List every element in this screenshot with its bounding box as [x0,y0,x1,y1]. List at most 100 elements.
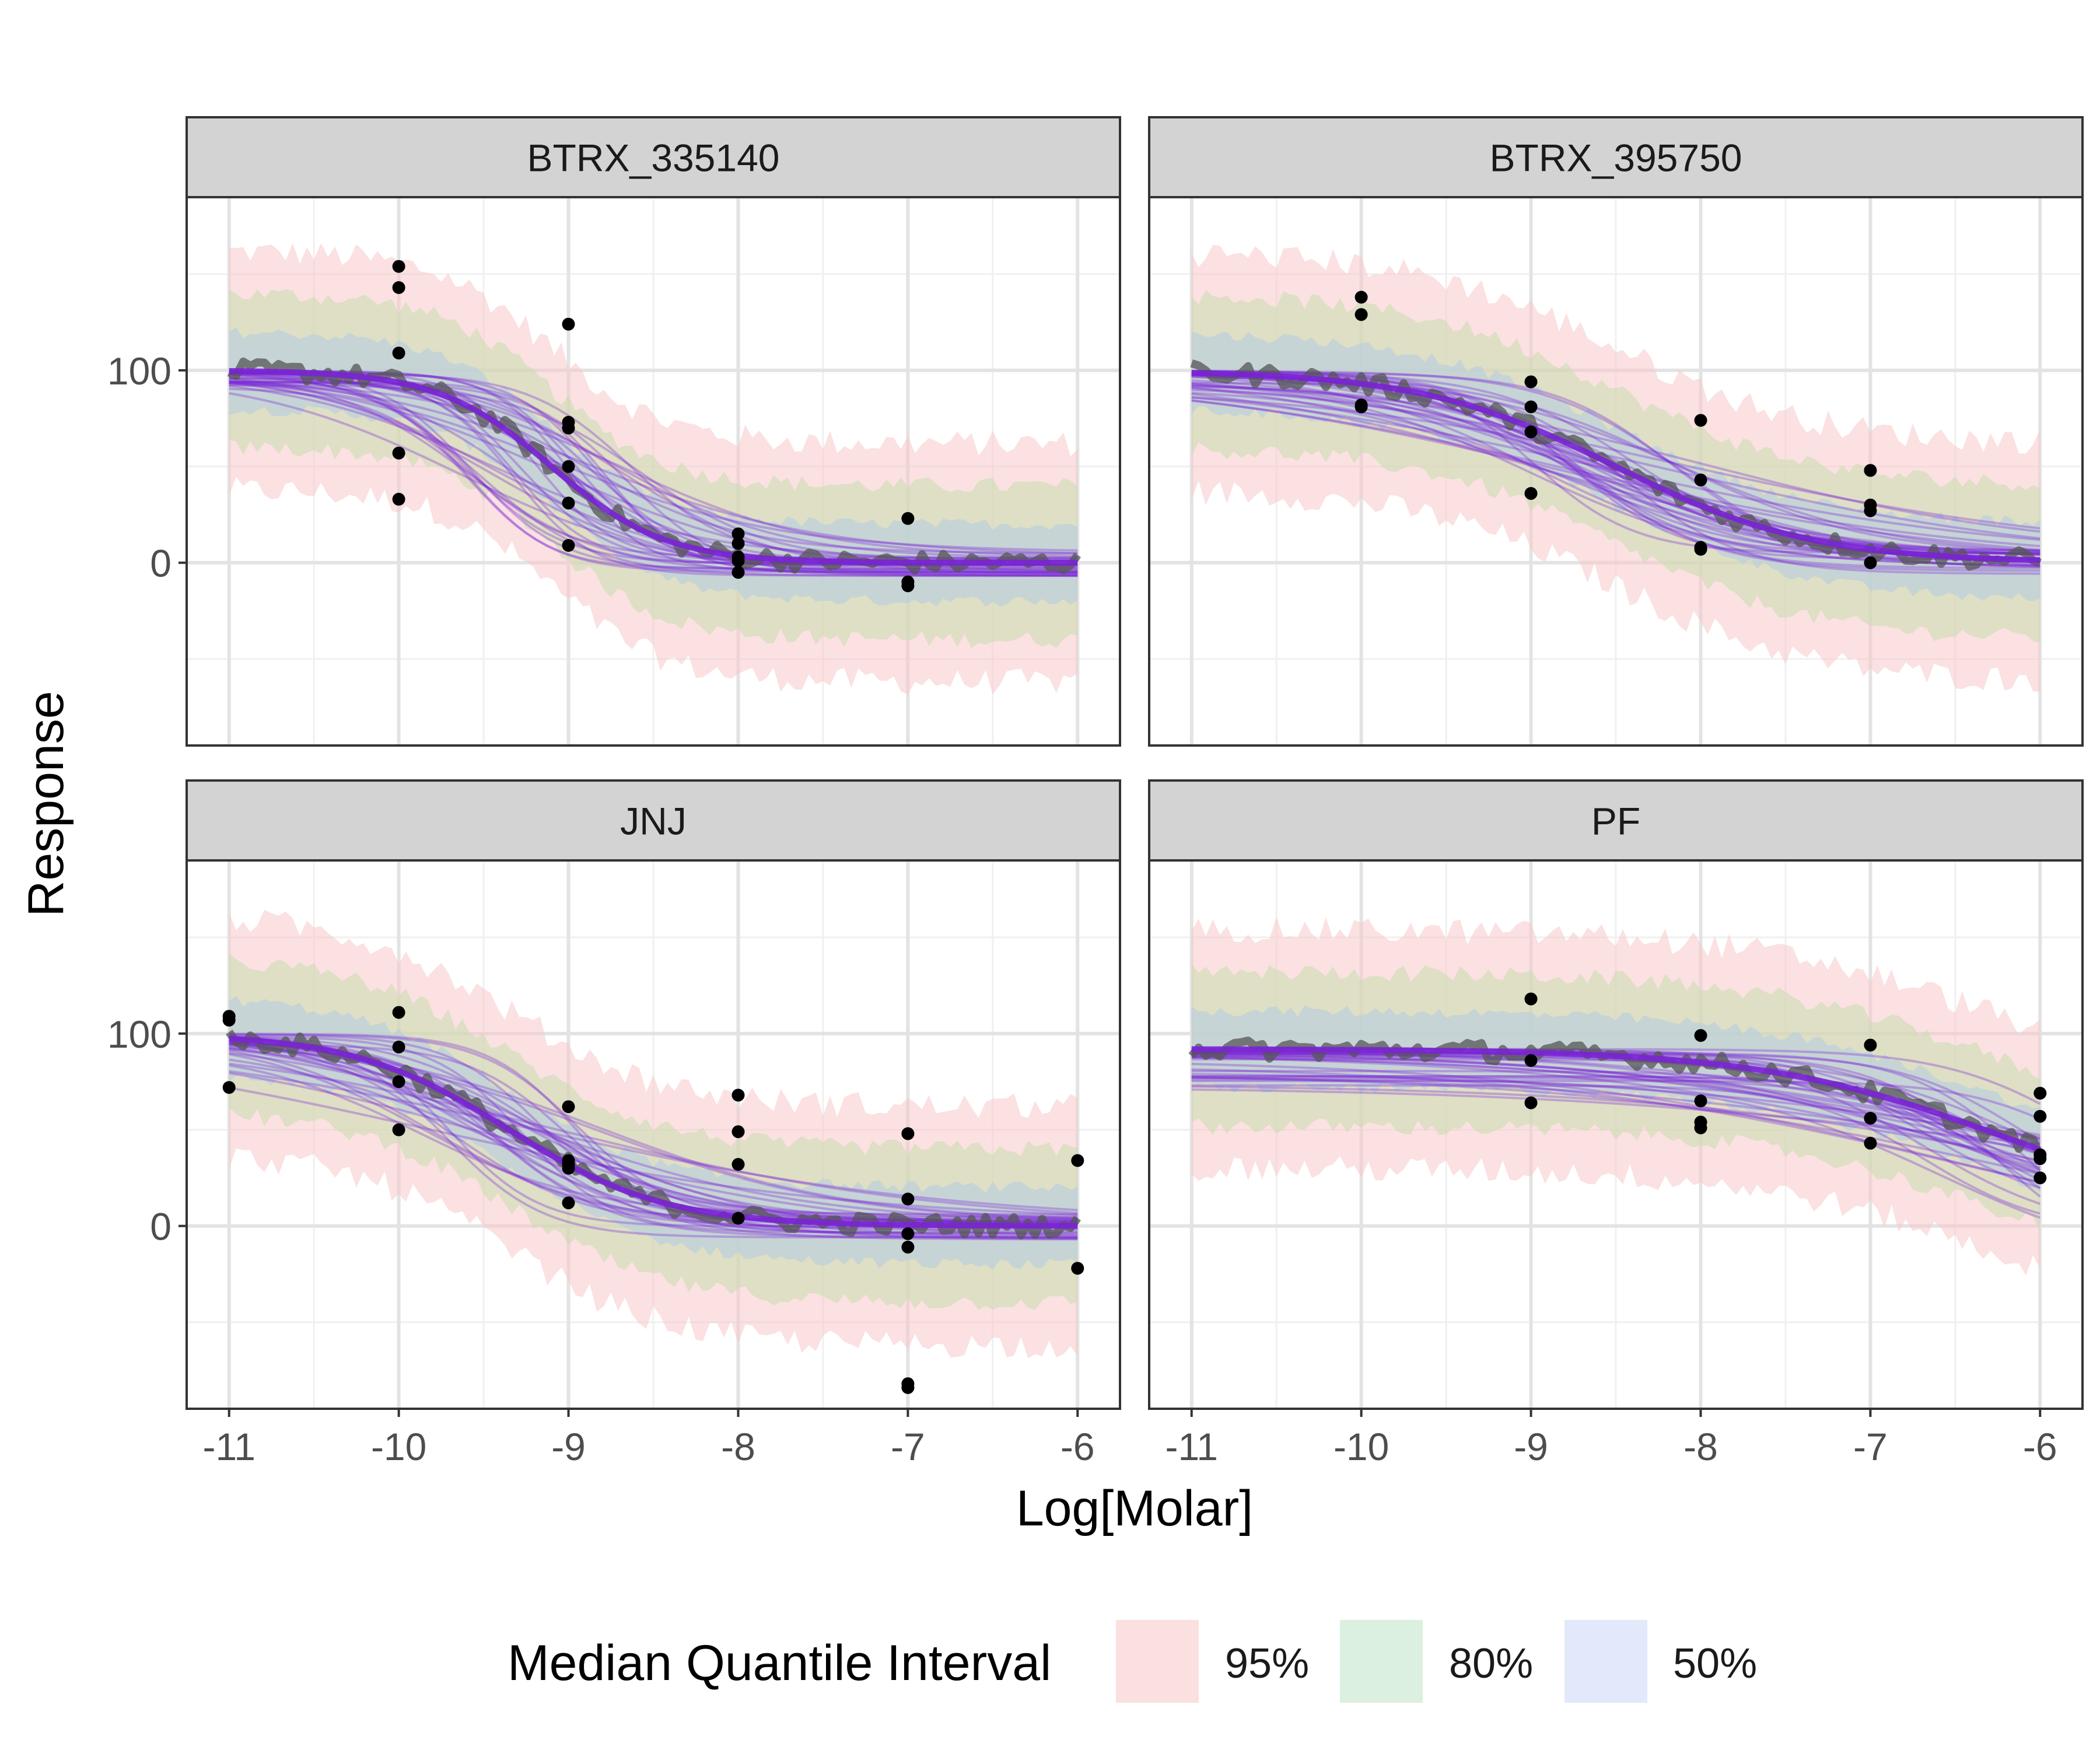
data-point [562,317,575,331]
facet-strip-label: BTRX_395750 [1490,136,1742,180]
data-point [732,1212,745,1225]
posterior-draw-line [229,392,1078,577]
y-tick-label: 0 [150,1205,172,1248]
x-tick-label: -10 [1334,1425,1389,1468]
x-tick-label: -10 [371,1425,426,1468]
posterior-draw-line [229,1086,1078,1216]
posterior-draw-line [229,1062,1078,1214]
data-point [392,1006,405,1019]
data-point [1354,308,1368,321]
data-point [392,1075,405,1088]
posterior-draw-line [1191,1056,2041,1155]
posterior-draw-line [229,380,1078,552]
data-point [392,281,405,294]
facet-panels: BTRX_335140 0 100 BTRX_395750 JNJ 0 100 -11 -10 -… [107,116,2084,1468]
facet-strip-label: BTRX_335140 [527,136,780,180]
legend-key-80 [1340,1620,1423,1703]
fitted-curve [1191,370,2041,564]
data-point [1071,1262,1084,1275]
data-point [732,566,745,579]
legend-key-50 [1564,1620,1647,1703]
data-point [1524,400,1538,414]
legend-label-80: 80% [1449,1640,1533,1687]
posterior-draw-line [229,382,1078,557]
x-tick-label: -7 [1853,1425,1888,1468]
data-point [222,1013,236,1027]
posterior-draw-line [1191,1075,2041,1189]
panel-border [186,859,1121,1410]
posterior-draw-line [1191,375,2041,567]
panel-plot-area [1149,860,2082,1409]
legend-label-95: 95% [1225,1640,1309,1687]
data-point [1524,1054,1538,1067]
data-point [2034,1110,2047,1123]
fitted-curve [1191,1046,2041,1153]
y-axis-title: Response [18,691,74,916]
posterior-draw-line [1191,1078,2041,1219]
posterior-draw-line [229,373,1078,578]
legend-label-50: 50% [1673,1640,1757,1687]
posterior-draw-line [229,387,1078,559]
legend-title: Median Quantile Interval [508,1635,1051,1691]
data-point [732,1158,745,1171]
posterior-draw-line [1191,1070,2041,1163]
posterior-draw-line [1191,1076,2041,1154]
posterior-draw-line [229,1048,1078,1237]
posterior-draw-line [1191,1055,2041,1205]
data-point [1524,375,1538,388]
facet-panel-btrx_395750: BTRX_395750 [1148,116,2084,747]
y-tick-label: 100 [107,349,172,393]
posterior-draw-line [1191,1050,2041,1136]
data-point [562,539,575,552]
data-point [1864,464,1877,477]
panel-border [186,196,1121,747]
posterior-draw-line [1191,382,2041,575]
posterior-draw-line [1191,1062,2041,1184]
posterior-draw-line [1191,386,2041,530]
posterior-draw-line [1191,1076,2041,1175]
posterior-draw-line [229,1053,1078,1231]
data-point [392,346,405,360]
facet-strip-label: JNJ [620,800,687,843]
posterior-draw-line [229,381,1078,576]
data-point [1524,487,1538,500]
facet-strip-label: PF [1591,800,1640,843]
panel-plot-area [187,860,1120,1409]
posterior-draw-line [1191,1051,2041,1172]
x-tick-label: -9 [1514,1425,1548,1468]
posterior-draw-line [1191,1068,2041,1184]
data-point [901,512,915,525]
data-point [901,1227,915,1240]
posterior-draw-line [1191,383,2041,533]
posterior-draw-line [1191,388,2041,552]
data-point [1694,1094,1707,1108]
data-point [1864,1112,1877,1125]
data-point [901,1127,915,1140]
data-point [562,1100,575,1114]
facet-panel-pf: PF -11 -10 -9 -8 -7 -6 [1148,779,2084,1468]
data-point [1864,556,1877,569]
panel-plot-area [1149,197,2082,746]
facet-panel-jnj: JNJ 0 100 -11 -10 -9 -8 -7 -6 [107,779,1121,1468]
legend: Median Quantile Interval 95% 80% 50% [508,1620,1757,1703]
x-tick-label: -8 [721,1425,755,1468]
posterior-draw-line [229,384,1078,561]
data-point [732,1125,745,1139]
data-point [1694,414,1707,427]
posterior-draw-line [1191,1056,2041,1166]
facet-strip [1148,116,2084,198]
posterior-draw-line [1191,1080,2041,1121]
x-tick-label: -9 [551,1425,586,1468]
data-point [2034,1171,2047,1185]
data-point [901,579,915,593]
data-point [901,1381,915,1394]
x-axis-title: Log[Molar] [1016,1480,1253,1536]
data-point [1694,1029,1707,1042]
x-tick-label: -8 [1684,1425,1718,1468]
panel-plot-area [187,197,1120,746]
posterior-draw-line [1191,1054,2041,1140]
data-point [1524,1096,1538,1110]
data-point [392,492,405,506]
posterior-draw-line [1191,396,2041,540]
data-point [1694,542,1707,556]
